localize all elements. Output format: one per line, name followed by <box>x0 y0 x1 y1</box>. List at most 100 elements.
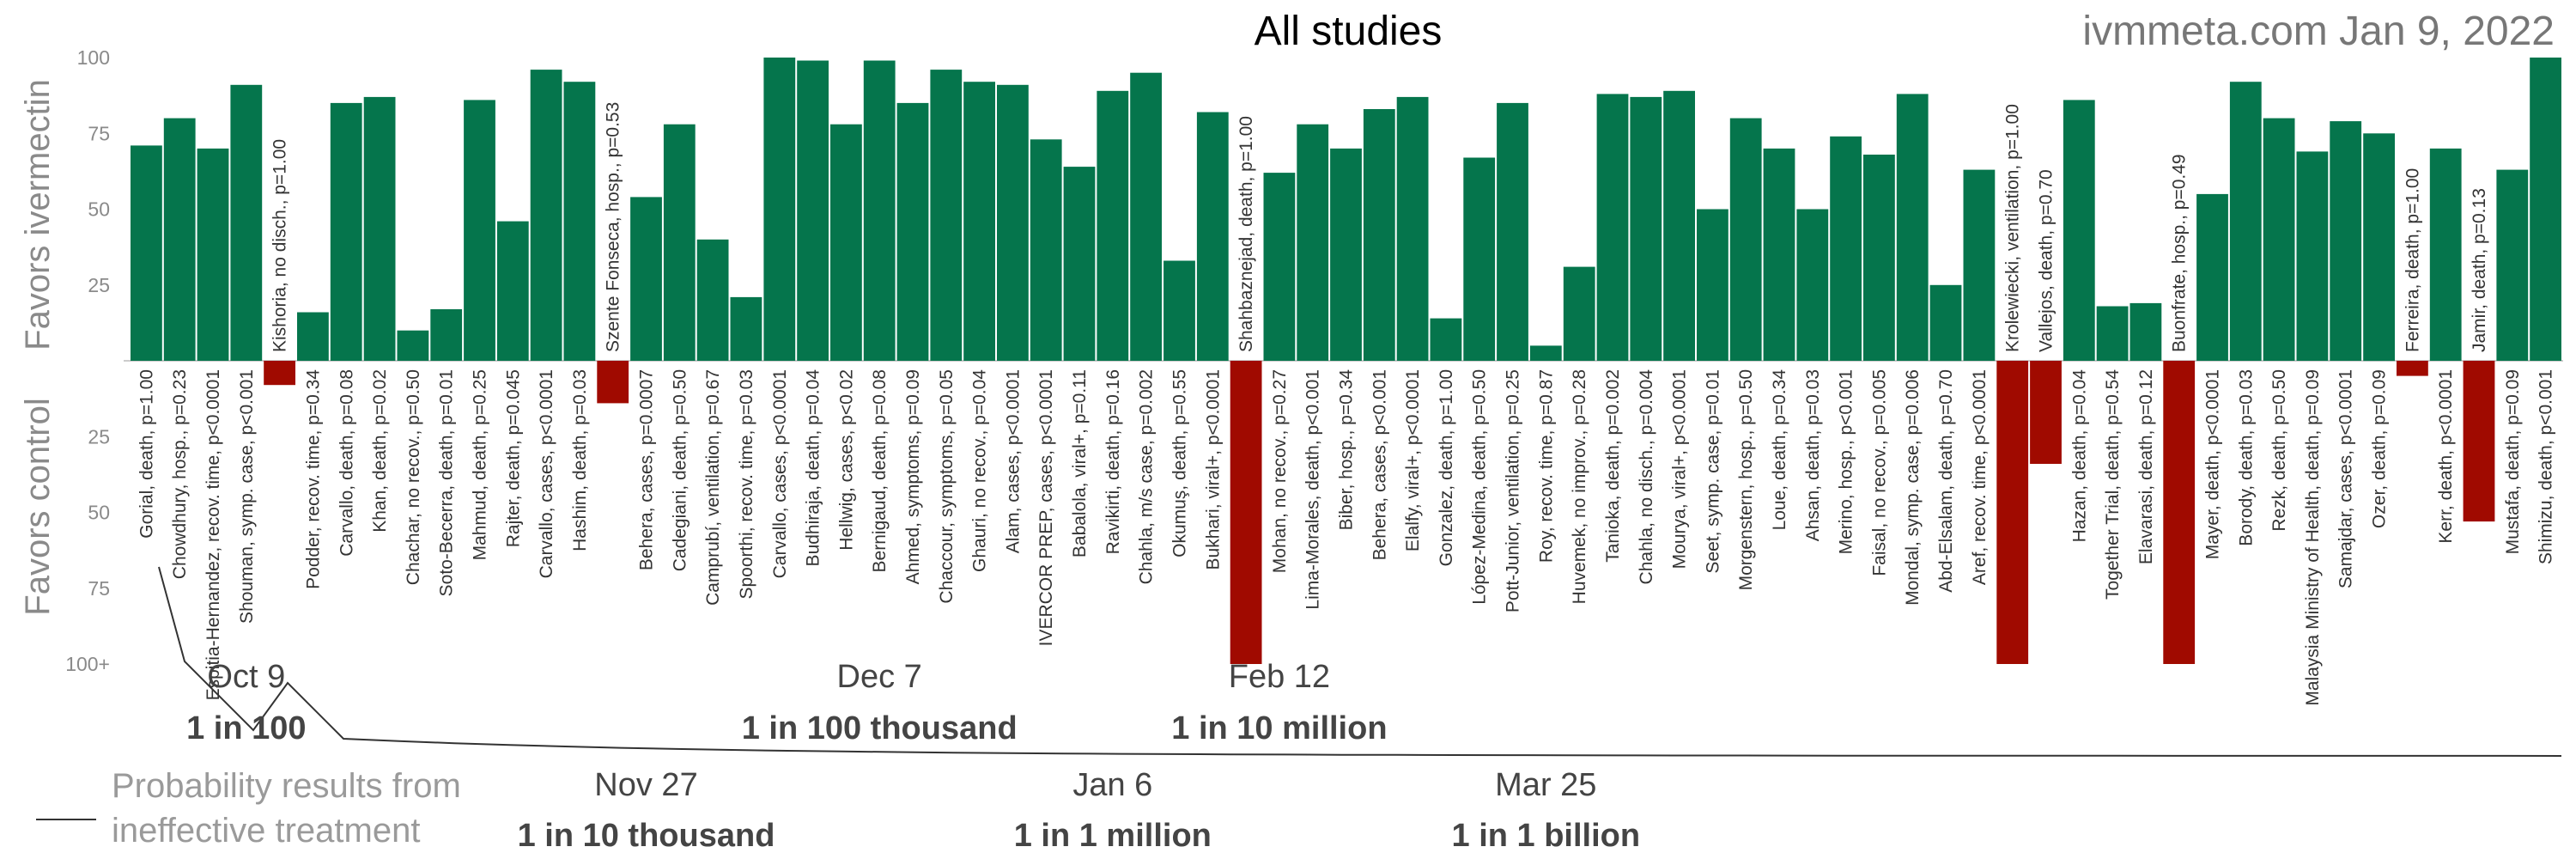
study-bar <box>131 145 162 361</box>
study-bar <box>264 361 295 386</box>
study-label: Ghauri, no recov., p=0.04 <box>970 369 990 572</box>
study-label: Camprubí, ventilation, p=0.67 <box>703 369 723 606</box>
legend-text-line1: Probability results from <box>112 767 461 805</box>
study-label: Chowdhury, hosp., p=0.23 <box>170 369 190 579</box>
study-bar <box>330 102 362 362</box>
study-label: Shahbaznejad, death, p=1.00 <box>1236 116 1256 352</box>
study-label: Bukhari, viral+, p<0.0001 <box>1203 369 1223 570</box>
study-label: Abd-Elsalam, death, p=0.70 <box>1936 369 1956 593</box>
study-bar <box>2163 361 2196 664</box>
study-label: Mahmud, death, p=0.25 <box>471 369 490 560</box>
study-label: Tanioka, death, p=0.002 <box>1603 369 1623 563</box>
study-bar <box>1596 94 1629 362</box>
study-bar <box>1363 109 1395 361</box>
study-bar <box>963 82 995 361</box>
study-bar <box>2463 361 2495 522</box>
study-bar <box>1763 148 1795 361</box>
study-bar <box>1163 260 1195 361</box>
y-tick-label: 25 <box>88 425 110 448</box>
study-label: Roy, recov. time, p=0.87 <box>1536 369 1556 563</box>
study-label: Okumuş, death, p=0.55 <box>1170 369 1190 557</box>
study-bar <box>2129 302 2162 361</box>
study-label: Hazan, death, p=0.04 <box>2069 369 2089 543</box>
study-bar <box>1430 318 1462 361</box>
study-bar <box>2030 361 2062 464</box>
study-label: Krolewiecki, ventilation, p=1.00 <box>2003 104 2023 352</box>
study-bar <box>997 84 1029 362</box>
study-bar <box>2397 361 2428 376</box>
study-bar <box>1563 266 1595 361</box>
annotation-probability: 1 in 100 <box>186 710 306 746</box>
study-label: Biber, hosp., p=0.34 <box>1337 369 1357 531</box>
study-label: Soto-Becerra, death, p=0.01 <box>437 369 457 596</box>
study-label: Merino, hosp., p<0.001 <box>1837 369 1856 554</box>
study-label: Szente Fonseca, hosp., p=0.53 <box>604 102 623 352</box>
chart-title: All studies <box>1255 9 1443 54</box>
study-label: Elalfy, viral+, p<0.0001 <box>1403 369 1423 551</box>
site-date-label: ivmmeta.com Jan 9, 2022 <box>2082 9 2555 54</box>
study-label: Rezk, death, p=0.50 <box>2269 369 2289 532</box>
study-bar <box>1963 169 1996 361</box>
study-bar <box>163 118 196 361</box>
study-bar <box>464 100 495 362</box>
study-label: Carvallo, cases, p<0.0001 <box>770 369 790 578</box>
y-tick-label: 25 <box>88 274 110 296</box>
study-label: Bernigaud, death, p=0.08 <box>870 369 890 572</box>
study-bar <box>2429 148 2462 361</box>
study-label: Alam, cases, p<0.0001 <box>1003 369 1023 553</box>
study-bar <box>1396 96 1429 362</box>
study-bar <box>1330 148 1362 361</box>
annotation-date: Jan 6 <box>1072 767 1152 803</box>
study-bar <box>1663 90 1695 362</box>
study-label: Malaysia Ministry of Health, death, p=0.… <box>2303 369 2323 706</box>
study-label: Ravikirti, death, p=0.16 <box>1103 369 1123 554</box>
study-label: Cadegiani, death, p=0.50 <box>670 369 690 571</box>
y-axis-labels: Favors ivermectin Favors control <box>19 79 57 616</box>
study-bar <box>2530 58 2561 361</box>
study-label: Espitia-Hernandez, recov. time, p<0.0001 <box>204 369 223 700</box>
study-bar <box>730 296 762 361</box>
study-bar <box>530 70 562 361</box>
study-bar <box>1463 157 1496 361</box>
study-label: Kishoria, no disch., p=1.00 <box>270 139 290 352</box>
study-label: Behera, cases, p=0.0007 <box>637 369 657 570</box>
study-label: Ferreira, death, p=1.00 <box>2403 168 2422 352</box>
study-label: Hashim, death, p=0.03 <box>570 369 590 551</box>
study-bar <box>397 330 429 361</box>
study-bar <box>1630 96 1662 362</box>
study-bar <box>1996 361 2029 664</box>
annotation-date: Dec 7 <box>837 659 922 695</box>
study-label: Mustafa, death, p=0.09 <box>2503 369 2523 554</box>
y-label-favors-ivermectin: Favors ivermectin <box>19 79 57 350</box>
study-bar <box>1030 139 1062 362</box>
study-label: Chaccour, symptoms, p=0.05 <box>937 369 957 604</box>
study-bar <box>1130 72 1162 361</box>
study-bar <box>1529 345 1562 361</box>
study-bar <box>1863 155 1895 361</box>
study-label: Ahsan, death, p=0.03 <box>1803 369 1823 541</box>
study-label: Huvemek, no improv., p=0.28 <box>1570 369 1589 604</box>
study-label: Khan, death, p=0.02 <box>370 369 390 533</box>
probability-annotations: Oct 9 1 in 100 Dec 7 1 in 100 thousand Feb 1… <box>186 659 1640 854</box>
study-bar <box>1697 209 1728 361</box>
study-bar <box>2229 82 2262 361</box>
study-label: Mayer, death, p<0.0001 <box>2203 369 2223 559</box>
study-label: Borody, death, p=0.03 <box>2236 369 2256 546</box>
study-bar <box>630 197 662 361</box>
study-bar <box>2296 151 2329 361</box>
study-label: Shouman, symp. case, p<0.001 <box>237 369 257 624</box>
study-bar <box>1929 284 1962 362</box>
study-bar <box>1729 118 1762 361</box>
study-label: Spoorthi, recov. time, p=0.03 <box>737 369 756 600</box>
study-label: Lima-Morales, death, p<0.001 <box>1303 369 1323 610</box>
study-label: Samajdar, cases, p<0.0001 <box>2336 369 2356 588</box>
study-bar <box>1230 361 1262 664</box>
study-bar <box>1063 167 1096 361</box>
study-label: Chachar, no recov., p=0.50 <box>404 369 423 585</box>
y-tick-label: 75 <box>88 122 110 144</box>
study-bar <box>2196 193 2228 361</box>
study-label: Morgenstern, hosp., p=0.50 <box>1736 369 1756 590</box>
study-label: Faisal, no recov., p=0.005 <box>1869 369 1889 576</box>
study-label: Loue, death, p=0.34 <box>1770 369 1789 531</box>
